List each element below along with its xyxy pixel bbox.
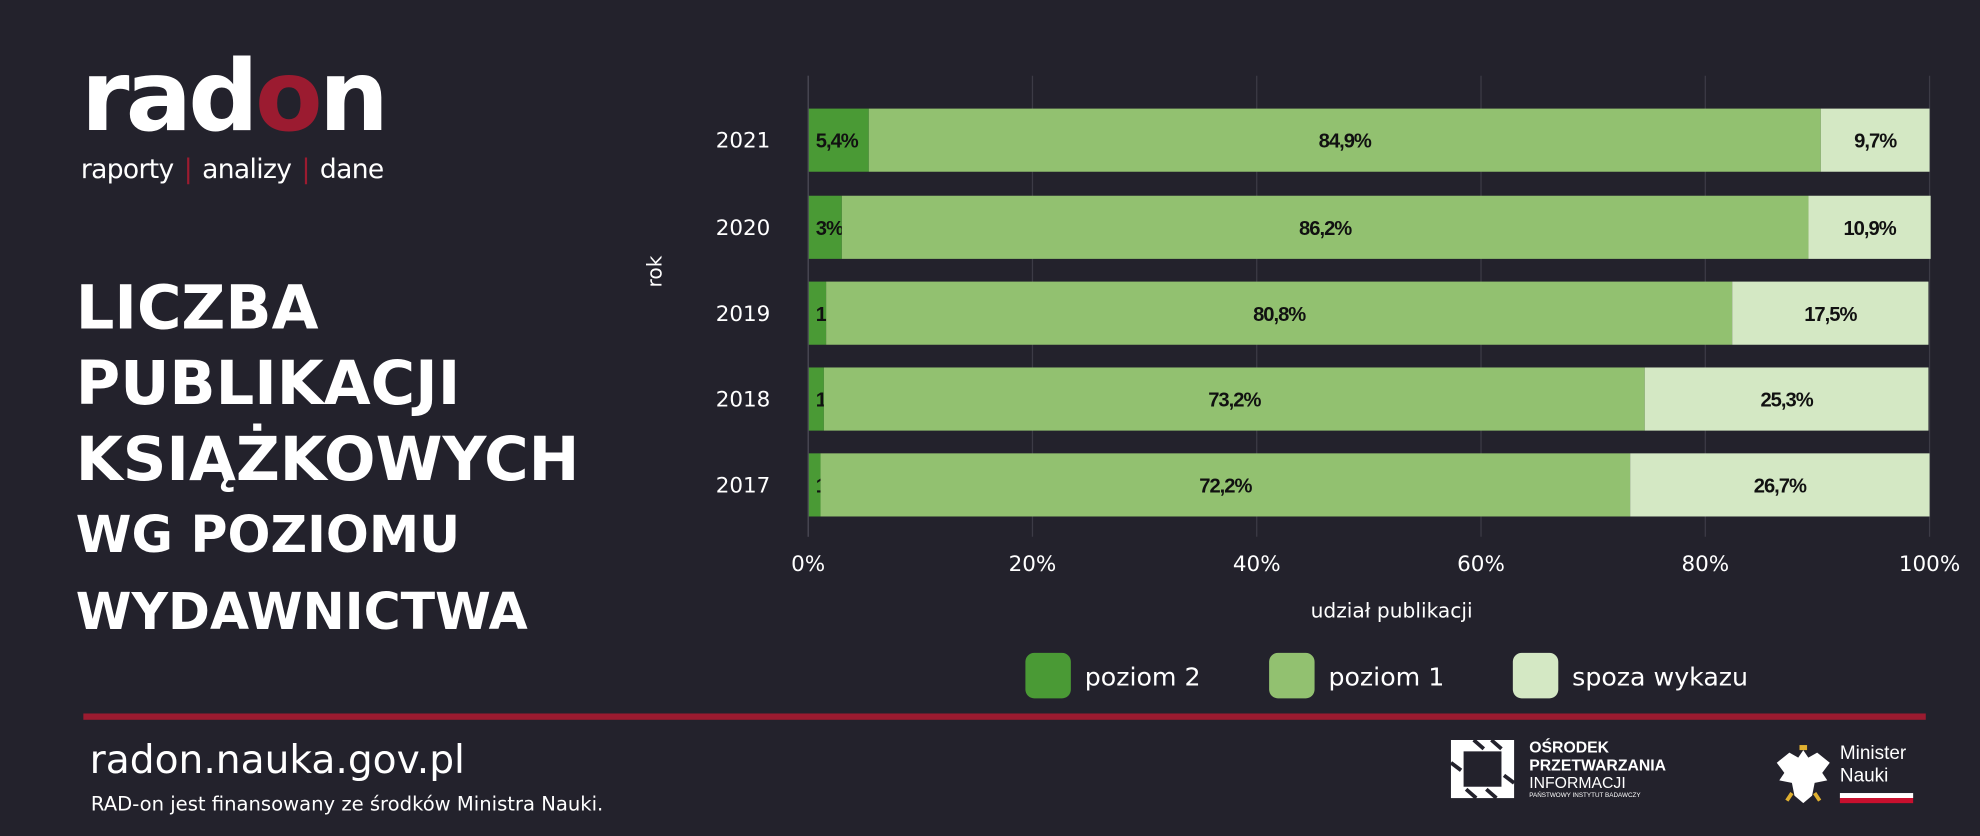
bar-segment (826, 281, 1733, 345)
opi-line: OŚRODEK (1529, 738, 1610, 757)
x-axis-label: udział publikacji (1311, 599, 1473, 623)
bar-segment (1820, 108, 1930, 172)
x-tick-label: 40% (1233, 552, 1281, 577)
eagle-emblem-icon (1776, 745, 1830, 804)
data-label: 73,2% (1208, 390, 1261, 412)
legend-label: poziom 2 (1085, 663, 1201, 692)
y-tick-label: 2019 (716, 302, 771, 327)
data-label: 5,4% (816, 131, 859, 153)
bar-segment (1732, 281, 1929, 345)
minister-logo: Minister Nauki (1774, 742, 1914, 806)
x-tick-label: 0% (791, 552, 825, 577)
title-line: WG POZIOMU (75, 506, 461, 565)
page-title: LICZBA PUBLIKACJI KSIĄŻKOWYCH WG POZIOMU… (76, 270, 580, 651)
bar-segment (808, 281, 827, 345)
y-tick-label: 2017 (716, 473, 771, 498)
x-tick-label: 100% (1899, 552, 1960, 577)
bar-segment (841, 195, 1809, 259)
website-link[interactable]: radon.nauka.gov.pl (89, 737, 465, 783)
minister-line: Minister (1839, 742, 1907, 764)
y-axis-label: rok (643, 255, 667, 287)
legend-swatch (1269, 652, 1315, 699)
bar-segment (823, 367, 1645, 431)
radon-logo: radon raporty | analizy | dane (80, 40, 389, 185)
opi-logo: OŚRODEK PRZETWARZANIA INFORMACJI PAŃSTWO… (1448, 737, 1666, 800)
bar-segment (808, 195, 842, 259)
tag-analizy: analizy (202, 154, 292, 185)
legend-swatch (1512, 652, 1559, 699)
title-line: WYDAWNICTWA (75, 583, 528, 642)
title-line: KSIĄŻKOWYCH (75, 424, 580, 496)
logo-text: rad (80, 40, 259, 155)
y-tick-label: 2018 (716, 388, 771, 413)
opi-line: PRZETWARZANIA (1529, 756, 1667, 775)
data-label: 84,9% (1319, 131, 1372, 153)
bar-segment (1808, 195, 1931, 259)
bar-segment (1644, 367, 1929, 431)
title-line: LICZBA (75, 272, 319, 344)
legend-label: spoza wykazu (1572, 663, 1748, 692)
data-label: 72,2% (1199, 475, 1252, 497)
x-tick-label: 20% (1009, 552, 1057, 577)
data-label: 9,7% (1854, 131, 1897, 153)
funding-note: RAD-on jest finansowany ze środków Minis… (90, 793, 604, 816)
opi-line: INFORMACJI (1529, 774, 1626, 792)
y-tick-label: 2021 (716, 129, 771, 154)
bar-segment (808, 367, 824, 431)
opi-emblem-icon (1449, 738, 1516, 800)
data-label: 10,9% (1843, 218, 1896, 240)
logo-text-end: n (318, 40, 389, 155)
minister-line: Nauki (1839, 765, 1889, 787)
x-tick-label: 80% (1681, 552, 1729, 577)
legend-swatch (1025, 652, 1071, 699)
y-tick-label: 2020 (716, 216, 771, 241)
polish-flag (1839, 793, 1914, 804)
data-label: 17,5% (1804, 304, 1857, 326)
data-label: 26,7% (1754, 475, 1807, 497)
bar-segment (1630, 453, 1930, 517)
bar-segment (868, 108, 1821, 172)
data-label: 3% (816, 218, 844, 240)
x-tick-label: 60% (1457, 552, 1505, 577)
bar-segment (808, 453, 821, 517)
tag-raporty: raporty (80, 154, 174, 185)
divider (83, 713, 1926, 720)
stacked-bar-chart: 0% 20% 40% 60% 80% 100% 2021 5,4% 84,9% 9,7% 2020 3… (643, 75, 1960, 699)
bar-segment (808, 108, 869, 172)
opi-line: PAŃSTWOWY INSTYTUT BADAWCZY (1529, 791, 1641, 800)
data-label: 86,2% (1299, 218, 1352, 240)
title-line: PUBLIKACJI (75, 348, 461, 420)
tag-dane: dane (319, 154, 384, 185)
bar-segment (820, 453, 1631, 517)
data-label: 25,3% (1760, 390, 1813, 412)
legend-label: poziom 1 (1328, 663, 1444, 692)
logo-o: o (255, 40, 323, 155)
data-label: 80,8% (1253, 304, 1306, 326)
